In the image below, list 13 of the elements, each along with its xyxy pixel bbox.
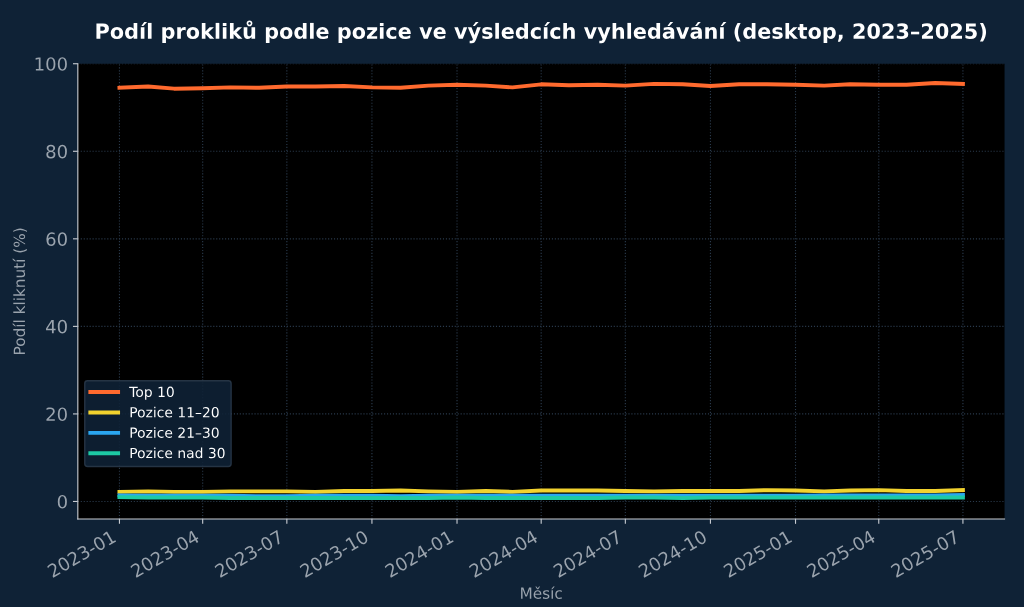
legend-label: Pozice 11–20 xyxy=(130,406,219,418)
y-axis-title: Podíl kliknutí (%) xyxy=(12,228,27,354)
y-tick-label: 0 xyxy=(57,494,67,509)
chart-title: Podíl prokliků podle pozice ve výsledcích vyhledávání (desktop, 2023–2025) xyxy=(96,20,987,44)
legend-label: Pozice nad 30 xyxy=(130,447,225,459)
y-tick-label: 20 xyxy=(46,407,67,422)
x-axis-title: Měsíc xyxy=(521,586,562,599)
legend-label: Pozice 21–30 xyxy=(130,427,219,438)
y-tick-label: 40 xyxy=(46,319,67,334)
y-tick-label: 80 xyxy=(46,144,67,159)
legend-label: Top 10 xyxy=(129,386,174,400)
y-tick-label: 60 xyxy=(46,232,67,246)
y-tick-label: 100 xyxy=(35,57,67,71)
